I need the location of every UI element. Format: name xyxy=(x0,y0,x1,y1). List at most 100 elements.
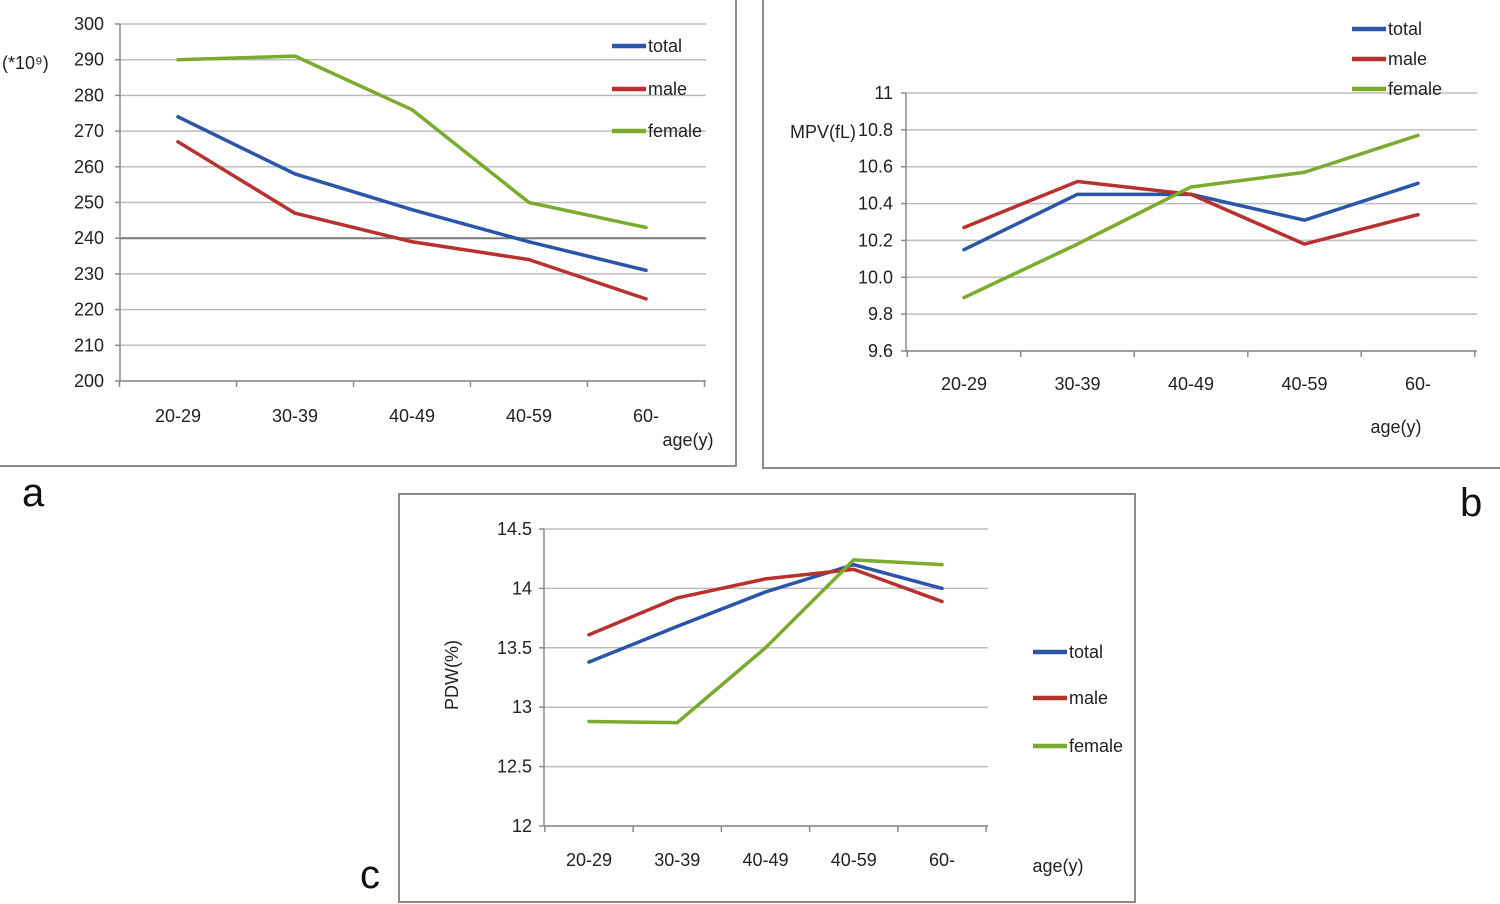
y-tick-label: 250 xyxy=(74,193,104,213)
y-tick-label: 12.5 xyxy=(497,757,532,777)
data-point-male xyxy=(410,240,414,244)
y-tick-label: 240 xyxy=(74,228,104,248)
y-tick-label: 210 xyxy=(74,335,104,355)
data-point-total xyxy=(527,240,531,244)
y-tick-label: 12 xyxy=(512,816,532,836)
data-point-total xyxy=(675,624,679,629)
y-tick-label: 9.8 xyxy=(868,304,893,324)
data-point-female xyxy=(410,108,414,112)
legend-label-total: total xyxy=(648,36,682,56)
panel-a-frame xyxy=(0,0,737,467)
data-point-female xyxy=(176,58,180,62)
x-tick-label: 40-49 xyxy=(1168,374,1214,394)
legend-label-female: female xyxy=(648,121,702,141)
y-tick-label: 260 xyxy=(74,157,104,177)
data-point-total xyxy=(763,590,768,594)
data-point-male xyxy=(1189,192,1193,196)
data-point-female xyxy=(1075,242,1080,246)
data-point-total xyxy=(410,208,414,212)
data-point-male xyxy=(1416,213,1420,217)
y-axis-label: (*10⁹) xyxy=(2,53,49,73)
y-tick-label: 280 xyxy=(74,85,104,105)
y-axis-label: MPV(fL) xyxy=(790,122,856,142)
data-point-male xyxy=(293,211,297,215)
x-axis-label: age(y) xyxy=(1032,856,1083,876)
legend-label-male: male xyxy=(648,79,687,99)
y-tick-label: 10.4 xyxy=(858,194,893,214)
data-point-male xyxy=(587,633,591,637)
legend-label-male: male xyxy=(1069,688,1108,708)
x-tick-label: 40-59 xyxy=(1281,374,1327,394)
data-point-male xyxy=(176,140,180,144)
y-tick-label: 230 xyxy=(74,264,104,284)
x-tick-label: 20-29 xyxy=(155,406,201,426)
data-point-male xyxy=(940,599,944,604)
legend-label-female: female xyxy=(1388,79,1442,99)
data-point-total xyxy=(587,660,591,664)
y-tick-label: 220 xyxy=(74,300,104,320)
y-tick-label: 9.6 xyxy=(868,341,893,361)
x-axis-label: age(y) xyxy=(1370,417,1421,437)
x-tick-label: 40-59 xyxy=(831,850,877,870)
legend-label-male: male xyxy=(1388,49,1427,69)
data-point-total xyxy=(1075,192,1080,196)
y-tick-label: 13.5 xyxy=(497,638,532,658)
x-tick-label: 40-49 xyxy=(389,406,435,426)
data-point-male xyxy=(852,567,856,571)
panel-letter-c: c xyxy=(360,853,380,897)
x-axis-label: age(y) xyxy=(662,430,713,450)
chart-platelet-count: 200 210 220 230 240 250 260 270 280 290 300 20-29 30… xyxy=(2,14,714,450)
data-point-male xyxy=(962,225,966,230)
panel-letter-a: a xyxy=(22,471,45,515)
x-tick-label: 30-39 xyxy=(654,850,700,870)
x-tick-label: 20-29 xyxy=(941,374,987,394)
chart-mpv: 9.6 9.8 10.0 10.2 10.4 10.6 10.8 11 20-29 30-39 40… xyxy=(790,19,1477,437)
data-point-total xyxy=(1416,181,1420,185)
data-point-female xyxy=(293,54,297,58)
y-tick-label: 10.8 xyxy=(858,120,893,140)
data-point-male xyxy=(1075,179,1080,184)
panel-c-frame xyxy=(398,493,1136,903)
panel-letter-b: b xyxy=(1460,481,1482,525)
data-point-female xyxy=(1302,170,1307,174)
y-tick-label: 10.2 xyxy=(858,230,893,250)
data-point-male xyxy=(763,577,768,581)
data-point-male xyxy=(1302,242,1307,246)
data-point-female xyxy=(527,200,531,205)
data-point-female xyxy=(763,646,768,650)
y-tick-label: 300 xyxy=(74,14,104,34)
data-point-female xyxy=(962,295,966,300)
y-tick-label: 290 xyxy=(74,50,104,70)
data-point-total xyxy=(852,563,856,567)
y-tick-label: 10.6 xyxy=(858,157,893,177)
chart-pdw: 12 12.5 13 13.5 14 14.5 20-29 30-39 40-49 40-59 60… xyxy=(442,519,1123,876)
data-point-total xyxy=(962,248,966,252)
panel-b-frame xyxy=(762,0,1500,469)
y-axis-label: PDW(%) xyxy=(442,640,462,710)
data-point-female xyxy=(644,225,648,230)
data-point-total xyxy=(1302,218,1307,222)
data-point-male xyxy=(675,596,679,600)
data-point-total xyxy=(644,268,648,272)
x-tick-label: 20-29 xyxy=(566,850,612,870)
y-tick-label: 270 xyxy=(74,121,104,141)
data-point-female xyxy=(587,719,591,724)
y-tick-label: 200 xyxy=(74,371,104,391)
y-tick-label: 14.5 xyxy=(497,519,532,539)
data-point-female xyxy=(852,558,856,562)
data-point-male xyxy=(644,297,648,301)
y-tick-label: 10.0 xyxy=(858,267,893,287)
data-point-female xyxy=(940,563,944,567)
x-tick-label: 60- xyxy=(929,850,955,870)
x-tick-label: 30-39 xyxy=(272,406,318,426)
data-point-total xyxy=(293,172,297,176)
data-point-total xyxy=(940,586,944,591)
x-tick-label: 40-59 xyxy=(506,406,552,426)
x-tick-label: 30-39 xyxy=(1054,374,1100,394)
y-tick-label: 14 xyxy=(512,578,532,598)
data-point-female xyxy=(675,721,679,725)
y-tick-label: 11 xyxy=(874,83,893,103)
x-tick-label: 60- xyxy=(633,406,659,426)
data-point-male xyxy=(527,258,531,262)
